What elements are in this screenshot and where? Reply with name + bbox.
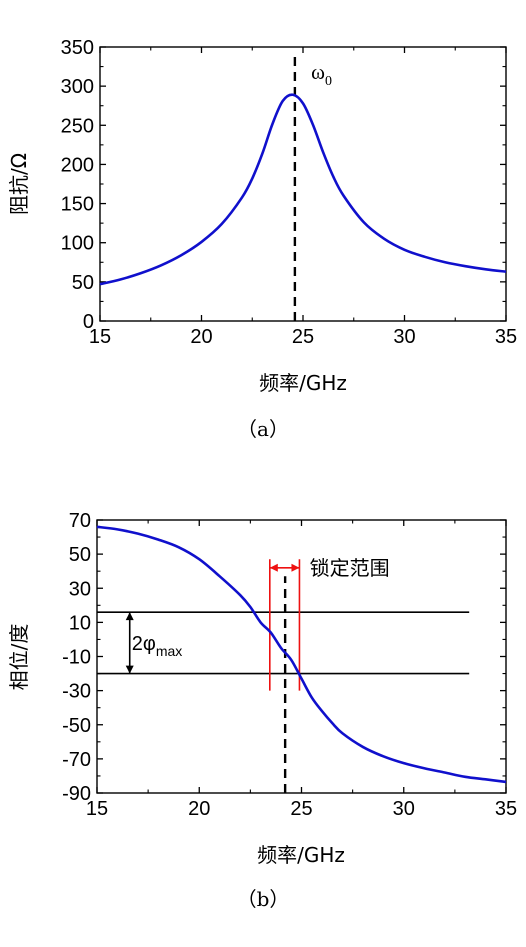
x-tick-label: 25 (292, 326, 314, 348)
y-tick-label: -90 (62, 783, 91, 805)
phase-chart: 15 20 25 30 35 70 50 30 10 -10 -30 -50 -70 -90 锁定范围 2φ… (7, 510, 517, 911)
x-axis-label: 频率/GHz (257, 843, 345, 867)
annotation-subscript: 0 (325, 74, 332, 89)
caption-a: （a） (237, 417, 289, 441)
annotations: ω0 (293, 57, 332, 321)
x-tick-label: 20 (190, 326, 212, 348)
x-axis-label: 频率/GHz (259, 371, 347, 395)
x-tick-label: 30 (393, 326, 415, 348)
y-tick-label: -10 (62, 647, 91, 669)
y-tick-label: -70 (62, 749, 91, 771)
arrow-head-down (125, 665, 134, 674)
y-tick-label: 10 (69, 612, 91, 634)
arrow-head-up (125, 612, 134, 621)
annotation-text: 2φmax (132, 633, 183, 659)
y-tick-label: 100 (61, 233, 94, 255)
phase-curve (96, 525, 507, 784)
annotation-text: 锁定范围 (310, 556, 390, 580)
y-tick-label: 50 (72, 272, 94, 294)
y-tick-label: 150 (61, 194, 94, 216)
axes-ticks: 15 20 25 30 35 70 50 30 10 -10 -30 -50 -70 -90 (62, 510, 517, 820)
y-axis-label: 相位/度 (7, 624, 31, 691)
caption-b: （b） (237, 887, 290, 911)
y-tick-label: 200 (61, 154, 94, 176)
y-tick-label: 50 (69, 544, 91, 566)
annotations: 锁定范围 2φmax (97, 556, 470, 793)
x-tick-label: 15 (89, 326, 111, 348)
annotation-subscript: max (156, 643, 182, 659)
plot-frame (99, 46, 507, 322)
x-tick-label: 15 (86, 798, 108, 820)
impedance-curve (99, 93, 507, 286)
y-axis-label: 阻抗/Ω (7, 153, 31, 215)
x-tick-label: 25 (290, 798, 312, 820)
y-tick-label: 300 (61, 76, 94, 98)
y-tick-label: -30 (62, 681, 91, 703)
y-tick-label: -50 (62, 715, 91, 737)
annotation-text: ω0 (311, 60, 332, 89)
x-tick-label: 30 (393, 798, 415, 820)
arrow-head-right (291, 563, 300, 572)
arrow-head-left (269, 563, 278, 572)
y-tick-label: 70 (69, 510, 91, 532)
y-tick-label: 0 (83, 311, 94, 333)
x-tick-label: 35 (495, 798, 517, 820)
y-tick-label: 250 (61, 115, 94, 137)
y-tick-label: 30 (69, 578, 91, 600)
x-tick-label: 35 (495, 326, 517, 348)
y-tick-label: 350 (61, 37, 94, 59)
x-tick-label: 20 (188, 798, 210, 820)
